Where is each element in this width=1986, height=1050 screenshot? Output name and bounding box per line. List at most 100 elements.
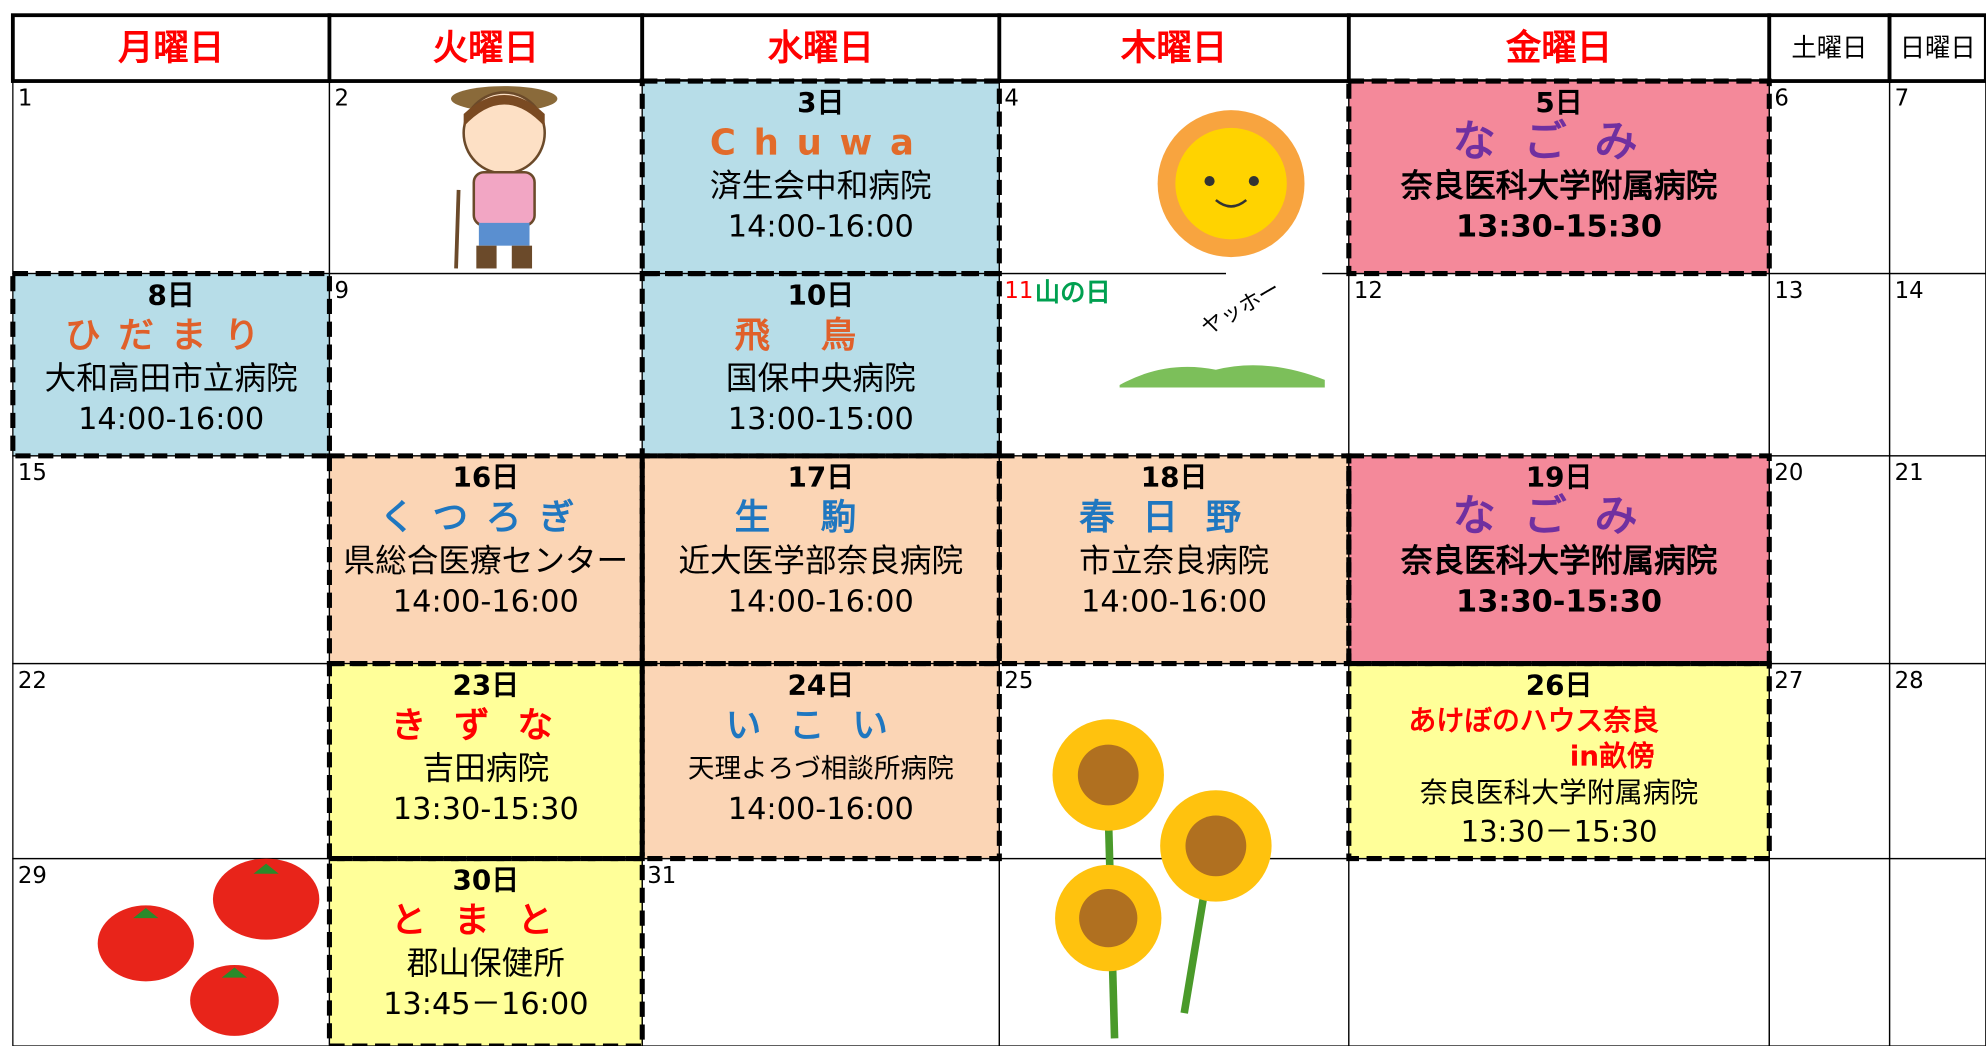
cell-gap [1226,259,1323,283]
event-name: きずな [391,705,581,746]
day-number: 6 [1774,85,1789,111]
calendar-cell [12,662,331,860]
calendar-cell [641,272,1000,457]
event-day: 26日 [1526,668,1593,701]
event-hospital: 郡山保健所 [407,946,565,982]
event-name: 飛鳥 [735,315,907,356]
event-time: 13:30-15:30 [1456,584,1662,619]
event-border [1346,453,1772,667]
day-number: 15 [18,460,47,486]
weekday-label: 月曜日 [118,27,224,68]
weekday-label: 火曜日 [433,27,539,68]
calendar-cell [641,857,1000,1047]
event-hospital: 奈良医科大学附属病院 [1400,542,1718,579]
calendar-cell [328,272,643,457]
event-hospital: 奈良医科大学附属病院 [1420,776,1698,809]
day-number: 7 [1895,85,1910,111]
event-hospital: 県総合医療センター [343,543,628,579]
day-number: 2 [335,85,350,111]
event-name: 生駒 [735,497,907,538]
calendar-cell [1348,272,1770,457]
event-day: 3日 [797,86,844,119]
event-hospital: 市立奈良病院 [1079,543,1269,579]
event-name: くつろぎ [379,497,592,538]
event-time: 14:00-16:00 [728,584,914,619]
calendar-cell [328,662,643,860]
weekday-label: 水曜日 [768,27,874,68]
event-hospital: 済生会中和病院 [710,168,931,204]
day-number: 27 [1774,668,1803,694]
weekday-label: 木曜日 [1120,27,1227,68]
calendar-cell [12,80,331,275]
sun-illustration [1157,110,1305,258]
event-day: 24日 [787,668,854,701]
weekday-label: 土曜日 [1791,32,1867,62]
calendar-cell [1348,857,1770,1047]
event-hospital: 天理よろづ相談所病院 [688,753,954,784]
event-time: 13:00-15:00 [728,402,914,437]
event-day: 19日 [1526,461,1593,494]
header-cell [327,13,645,83]
event-border [1346,78,1772,277]
day-number: 11 [1004,278,1033,304]
event-hospital: 吉田病院 [423,751,550,787]
day-number: 28 [1895,668,1924,694]
event-border [639,270,1002,459]
calendar-cell [641,662,1000,860]
calendar-cell [1768,857,1891,1047]
day-number: 14 [1895,278,1924,304]
event-time: 14:00-16:00 [78,402,264,437]
event-day: 23日 [453,668,520,701]
event-time: 13:30-15:30 [393,792,579,827]
event-name: Chuwa [710,122,932,163]
calendar-cell [998,455,1350,665]
sunflower-illustration [1052,719,1272,1039]
event-border [639,78,1002,277]
calendar-cell [1888,455,1986,665]
day-number: 1 [18,85,33,111]
event-time: 14:00-16:00 [1081,584,1267,619]
day-number: 12 [1354,278,1383,304]
day-number: 9 [335,278,350,304]
note-text: ヤッホー [1197,276,1284,341]
event-day: 5日 [1535,86,1582,119]
event-name: とまと [391,900,581,941]
weekday-label: 日曜日 [1900,32,1976,62]
event-name: 春日野 [1079,497,1269,538]
header-cell [10,13,332,83]
calendar-cell [1888,857,1986,1047]
event-day: 30日 [453,863,520,896]
calendar-cell [328,857,643,1047]
calendar-cell [1768,455,1891,665]
day-number: 21 [1895,460,1924,486]
calendar-cell [1348,80,1770,275]
event-time: 13:45－16:00 [383,987,588,1022]
event-border [1346,661,1772,862]
event-hospital: 奈良医科大学附属病院 [1400,167,1718,204]
event-name: ひだまり [65,315,277,356]
calendar-cell [998,857,1350,1047]
weekday-label: 金曜日 [1505,27,1612,68]
event-hospital: 国保中央病院 [726,361,916,397]
calendar-cell [1348,662,1770,860]
event-border [639,661,1002,862]
event-name: なごみ [1453,117,1666,167]
calendar-cell [328,455,643,665]
day-number: 13 [1774,278,1803,304]
event-border [996,453,1352,667]
event-time: 14:00-16:00 [393,584,579,619]
tomato-illustration [97,858,320,1036]
day-number: 31 [647,863,676,889]
event-hospital: 近大医学部奈良病院 [678,543,963,579]
event-time: 14:00-16:00 [728,209,914,244]
illustrations [97,86,1325,1039]
day-number: 25 [1004,668,1033,694]
event-day: 17日 [787,461,854,494]
event-day: 10日 [787,278,854,311]
event-time: 13:30-15:30 [1456,209,1662,244]
event-day: 8日 [148,278,195,311]
day-number: 4 [1004,85,1018,111]
calendar-cell [641,80,1000,275]
